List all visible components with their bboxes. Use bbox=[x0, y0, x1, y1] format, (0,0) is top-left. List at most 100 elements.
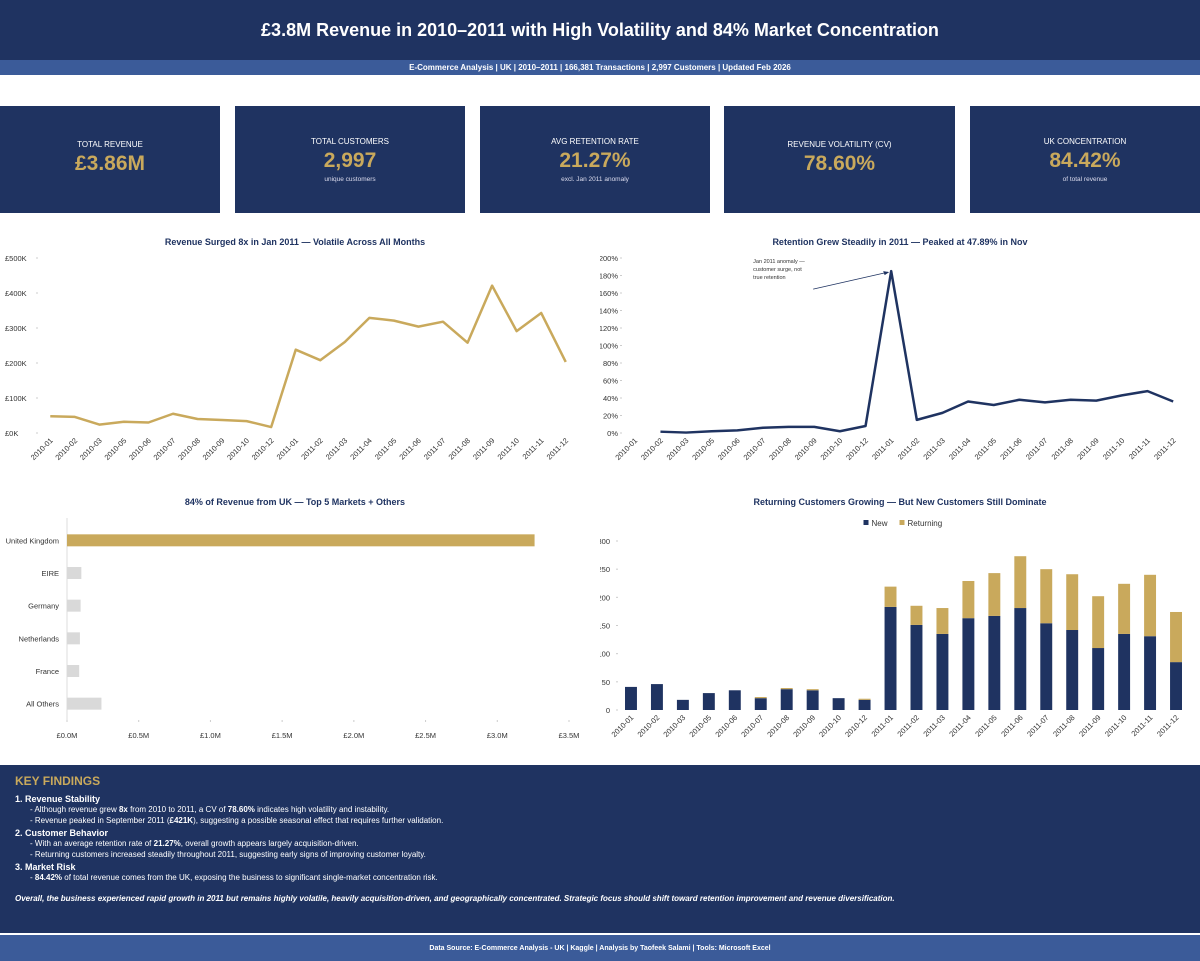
y-tick-label: 300 bbox=[600, 537, 610, 546]
bar-segment bbox=[910, 605, 923, 625]
x-tick-label: 2011-03 bbox=[324, 436, 349, 461]
x-tick-label: 2010-05 bbox=[102, 436, 128, 462]
finding-text: - With an average retention rate of bbox=[30, 839, 154, 848]
bar-segment bbox=[1092, 596, 1105, 649]
y-tick-label: 180% bbox=[600, 272, 618, 281]
bar bbox=[67, 567, 82, 579]
finding-text: ), suggesting a possible seasonal effect… bbox=[193, 816, 444, 825]
x-tick-label: 2010-08 bbox=[767, 436, 793, 462]
x-tick-label: 2011-12 bbox=[1155, 713, 1180, 738]
kpi-label: REVENUE VOLATILITY (CV) bbox=[787, 140, 892, 149]
bar-segment bbox=[1092, 648, 1105, 710]
finding-text: - Returning customers increased steadily… bbox=[30, 850, 426, 859]
finding-text: - Although revenue grew bbox=[30, 805, 119, 814]
y-tick-label: EIRE bbox=[41, 569, 59, 578]
x-tick-label: 2010-07 bbox=[739, 713, 765, 739]
x-tick-label: 2011-10 bbox=[1101, 436, 1126, 461]
y-tick-label: 80% bbox=[603, 359, 618, 368]
annotation: customer surge, not bbox=[753, 267, 802, 273]
bar-segment bbox=[910, 624, 923, 710]
x-tick-label: 2010-05 bbox=[687, 713, 713, 739]
bar-segment bbox=[832, 698, 845, 710]
bar bbox=[67, 697, 102, 710]
finding-line: - Returning customers increased steadily… bbox=[30, 849, 1185, 860]
bar bbox=[67, 599, 81, 612]
y-tick-label: £0K bbox=[5, 429, 18, 438]
kpi-card: AVG RETENTION RATE 21.27% excl. Jan 2011 a… bbox=[480, 106, 710, 213]
x-tick-label: £0.5M bbox=[128, 731, 149, 740]
bar-segment bbox=[676, 699, 689, 710]
x-tick-label: 2011-08 bbox=[1050, 436, 1075, 461]
x-tick-label: 2010-02 bbox=[53, 436, 79, 462]
findings-body: 1. Revenue Stability - Although revenue g… bbox=[15, 792, 1185, 903]
bar-segment bbox=[754, 697, 767, 699]
x-tick-label: 2011-02 bbox=[895, 713, 920, 738]
bar-segment bbox=[1118, 583, 1131, 634]
bar-segment bbox=[962, 580, 975, 619]
x-tick-label: 2010-06 bbox=[716, 436, 742, 462]
x-tick-label: 2011-12 bbox=[1152, 436, 1177, 461]
x-tick-label: 2011-09 bbox=[1075, 436, 1100, 461]
x-tick-label: £2.0M bbox=[343, 731, 364, 740]
bar-segment bbox=[780, 688, 793, 690]
kpi-value: 84.42% bbox=[1049, 148, 1121, 172]
retention-chart: Retention Grew Steadily in 2011 — Peaked… bbox=[600, 237, 1178, 462]
bar-segment bbox=[936, 633, 949, 710]
x-tick-label: 2011-08 bbox=[1051, 713, 1076, 738]
x-tick-label: £1.5M bbox=[272, 731, 293, 740]
y-tick-label: £500K bbox=[5, 254, 27, 263]
bar-segment bbox=[884, 606, 897, 710]
line-series bbox=[50, 284, 567, 429]
bar-segment bbox=[988, 615, 1001, 710]
x-tick-label: 2010-10 bbox=[817, 713, 843, 739]
x-tick-label: 2010-05 bbox=[690, 436, 716, 462]
x-tick-label: 2011-10 bbox=[1103, 713, 1128, 738]
x-tick-label: 2011-09 bbox=[471, 436, 496, 461]
finding-text: 21.27% bbox=[153, 839, 181, 848]
kpi-value: £3.86M bbox=[74, 152, 146, 175]
finding-line: - Although revenue grew 8x from 2010 to … bbox=[30, 804, 1185, 815]
customer-chart: Returning Customers Growing — But New Cu… bbox=[600, 497, 1182, 739]
x-tick-label: 2011-07 bbox=[1025, 713, 1050, 738]
kpi-card: TOTAL CUSTOMERS 2,997 unique customers bbox=[235, 106, 465, 213]
bar bbox=[67, 665, 80, 677]
finding-heading: 3. Market Risk bbox=[15, 862, 76, 872]
y-tick-label: 120% bbox=[600, 324, 618, 333]
finding-text: indicates high volatility and instabilit… bbox=[254, 805, 390, 814]
y-tick-label: 0% bbox=[607, 429, 618, 438]
legend-label: New bbox=[872, 519, 888, 528]
y-tick-label: £400K bbox=[5, 289, 27, 298]
x-tick-label: 2010-02 bbox=[636, 713, 662, 739]
bar-segment bbox=[988, 573, 1001, 616]
y-tick-label: France bbox=[36, 667, 59, 676]
bar-segment bbox=[702, 693, 715, 710]
finding-text: 8x bbox=[118, 805, 128, 814]
x-tick-label: 2010-09 bbox=[793, 436, 819, 462]
bar bbox=[67, 534, 535, 547]
bar-segment bbox=[858, 698, 871, 700]
y-tick-label: 200% bbox=[600, 254, 618, 263]
x-tick-label: 2010-03 bbox=[78, 436, 104, 462]
x-tick-label: 2010-06 bbox=[713, 713, 739, 739]
legend-swatch bbox=[863, 520, 869, 525]
x-tick-label: £2.5M bbox=[415, 731, 436, 740]
arrow-head bbox=[883, 271, 890, 276]
x-tick-label: 2011-06 bbox=[397, 436, 422, 461]
y-tick-label: United Kingdom bbox=[6, 536, 59, 545]
finding-text: - bbox=[30, 873, 35, 882]
x-tick-label: 2011-01 bbox=[870, 713, 895, 738]
y-tick-label: 60% bbox=[603, 377, 618, 386]
y-tick-label: 50 bbox=[602, 678, 610, 687]
bar-segment bbox=[1040, 569, 1053, 624]
x-tick-label: 2011-03 bbox=[921, 713, 946, 738]
bar-segment bbox=[1118, 633, 1131, 710]
x-tick-label: 2010-10 bbox=[225, 436, 251, 462]
bar bbox=[67, 632, 80, 645]
x-tick-label: 2010-12 bbox=[843, 713, 869, 739]
bar-segment bbox=[1170, 662, 1182, 710]
y-tick-label: 100 bbox=[600, 650, 610, 659]
finding-summary: Overall, the business experienced rapid … bbox=[15, 894, 895, 903]
x-tick-label: 2010-03 bbox=[665, 436, 691, 462]
bar-segment bbox=[806, 690, 819, 710]
x-tick-label: 2011-04 bbox=[947, 436, 972, 461]
